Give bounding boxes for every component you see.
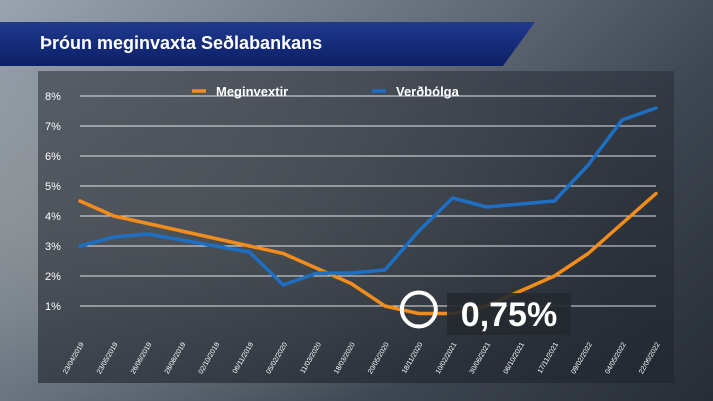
- title-bar: [0, 22, 535, 66]
- x-tick-label: 23/05/2019: [96, 341, 120, 375]
- y-tick-label: 1%: [45, 301, 61, 313]
- x-tick-label: 22/06/2022: [638, 341, 662, 375]
- y-tick-label: 8%: [45, 91, 61, 103]
- highlight-circle: [399, 290, 438, 329]
- x-tick-label: 02/10/2019: [198, 341, 222, 375]
- y-tick-label: 7%: [45, 121, 61, 133]
- x-tick-label: 17/11/2021: [537, 341, 560, 374]
- annotation-box: [447, 293, 571, 335]
- series-line-meginvextir: [78, 191, 658, 316]
- x-tick-label: 04/05/2022: [604, 341, 628, 375]
- legend-label: Verðbólga: [396, 84, 460, 99]
- y-tick-label: 3%: [45, 241, 61, 253]
- chart-title: Þróun meginvaxta Seðlabankans: [40, 33, 323, 53]
- x-tick-label: 18/11/2020: [401, 341, 424, 374]
- annotation-label: 0,75%: [461, 296, 557, 334]
- x-tick-label: 30/06/2021: [469, 341, 493, 375]
- x-tick-label: 05/02/2020: [265, 341, 289, 375]
- y-tick-label: 5%: [45, 181, 61, 193]
- y-tick-label: 2%: [45, 271, 61, 283]
- x-tick-label: 23/04/2019: [62, 341, 86, 375]
- legend-label: Meginvextir: [216, 84, 288, 99]
- x-tick-label: 26/06/2019: [130, 341, 154, 375]
- x-tick-label: 20/05/2020: [367, 341, 391, 375]
- y-tick-label: 6%: [45, 151, 61, 163]
- x-tick-label: 06/11/2019: [232, 341, 255, 374]
- x-tick-label: 18/03/2020: [333, 341, 357, 375]
- x-tick-label: 10/02/2021: [435, 341, 459, 375]
- x-tick-label: 11/03/2020: [300, 341, 323, 374]
- x-tick-label: 09/02/2022: [570, 341, 594, 375]
- y-tick-label: 4%: [45, 211, 61, 223]
- series-line-verdbolga: [78, 106, 658, 287]
- x-tick-label: 06/10/2021: [503, 341, 527, 375]
- x-tick-label: 28/08/2019: [164, 341, 188, 375]
